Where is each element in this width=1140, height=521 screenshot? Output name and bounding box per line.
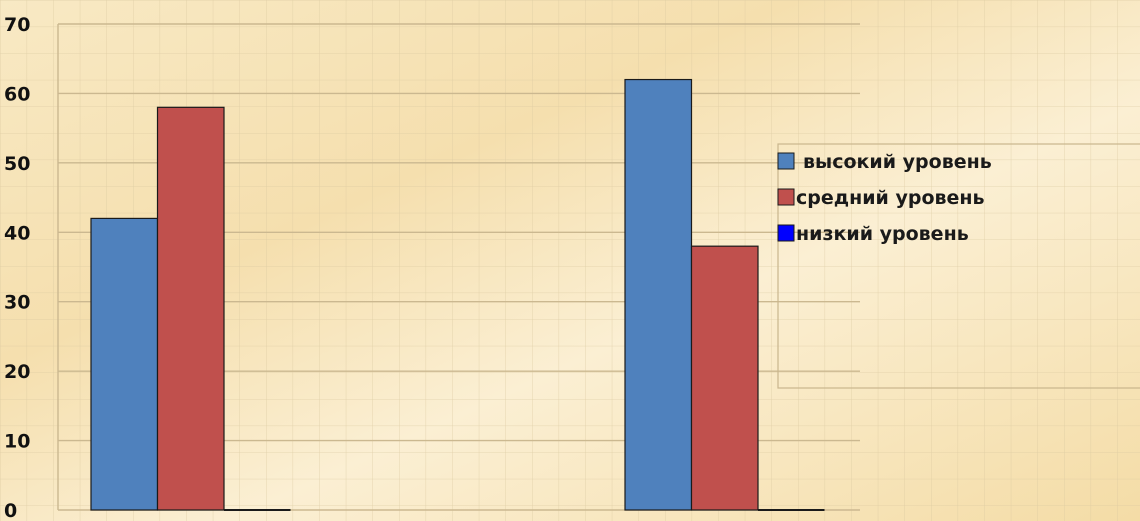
legend-label: средний уровень [796,187,985,209]
y-tick-label: 0 [4,500,17,521]
legend-frame [777,143,1140,389]
y-tick-label: 30 [4,292,30,314]
legend-swatch [777,188,795,206]
y-tick-label: 70 [4,14,30,36]
bar-medium [690,245,759,511]
legend-label: высокий уровень [803,151,992,173]
bar-medium [156,106,225,511]
legend-swatch [777,224,795,242]
y-tick-label: 40 [4,222,30,244]
legend-swatch [777,152,795,170]
bar-high [624,78,693,511]
legend: высокий уровень средний уровень низкий уро… [777,151,992,245]
legend-label: низкий уровень [796,223,969,245]
y-tick-label: 60 [4,83,30,105]
legend-box [777,143,1140,389]
y-tick-label: 20 [4,361,30,383]
y-tick-label: 10 [4,431,30,453]
y-tick-label: 50 [4,153,30,175]
y-axis-ticks: 0 10 20 30 40 50 60 70 [4,14,30,521]
bars-group [90,78,759,511]
bar-high [90,217,159,511]
